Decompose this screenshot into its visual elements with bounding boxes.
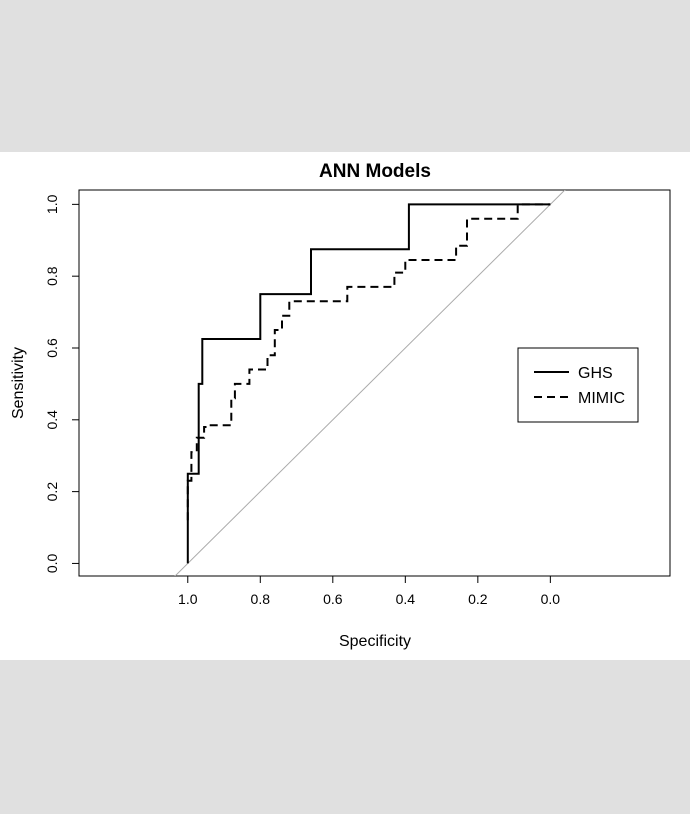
chart-title: ANN Models (319, 161, 431, 182)
x-tick-label: 0.6 (323, 591, 343, 607)
chart-figure: ANN Models Specificity Sensitivity 1.0 0.… (0, 152, 690, 660)
legend: GHS MIMIC (517, 347, 639, 423)
y-tick-label: 1.0 (44, 194, 60, 214)
x-axis-label: Specificity (339, 633, 411, 650)
x-tick-label: 0.8 (251, 591, 271, 607)
x-tick-label: 0.2 (468, 591, 488, 607)
series-line-mimic (186, 203, 551, 521)
x-tick-label: 1.0 (178, 591, 198, 607)
y-tick-label: 0.0 (44, 553, 60, 573)
series-line-ghs (186, 203, 551, 564)
y-tick-label: 0.8 (44, 266, 60, 286)
series-layer (174, 190, 566, 576)
x-tick-label: 0.4 (396, 591, 416, 607)
y-tick-label: 0.6 (44, 338, 60, 358)
y-tick-label: 0.2 (44, 482, 60, 502)
legend-label-ghs: GHS (578, 365, 613, 382)
y-axis: 0.0 0.2 0.4 0.6 0.8 1.0 (44, 194, 80, 573)
y-axis-label: Sensitivity (10, 347, 27, 419)
reference-diagonal (174, 190, 566, 576)
roc-chart: ANN Models Specificity Sensitivity 1.0 0.… (10, 161, 671, 650)
legend-box (517, 347, 639, 423)
y-tick-label: 0.4 (44, 410, 60, 430)
x-axis: 1.0 0.8 0.6 0.4 0.2 0.0 (178, 575, 561, 607)
x-tick-label: 0.0 (541, 591, 561, 607)
legend-label-mimic: MIMIC (578, 390, 625, 407)
